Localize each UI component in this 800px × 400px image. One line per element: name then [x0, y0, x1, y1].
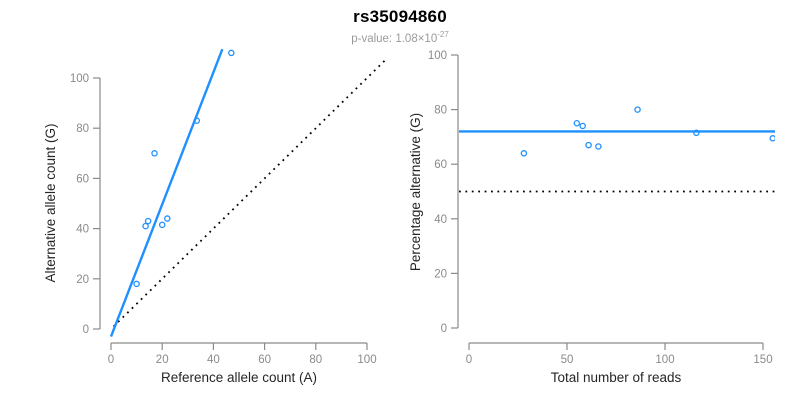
- reference-dotted-line: [112, 57, 389, 328]
- y-tick-label: 60: [434, 159, 447, 171]
- y-tick-label: 40: [76, 224, 89, 236]
- line-layer: [109, 48, 389, 337]
- data-point: [769, 135, 775, 142]
- y-tick-label: 0: [83, 324, 89, 336]
- data-point: [579, 122, 586, 130]
- x-tick-label: 0: [108, 354, 114, 366]
- x-tick-label: 20: [156, 354, 169, 366]
- data-point: [142, 222, 149, 230]
- data-point: [151, 150, 158, 157]
- data-point: [144, 217, 152, 225]
- y-tick-label: 100: [428, 50, 447, 62]
- data-point: [520, 150, 528, 157]
- y-tick-label: 0: [441, 323, 447, 335]
- point-layer: [133, 49, 235, 288]
- y-tick-label: 20: [76, 274, 89, 286]
- data-point: [228, 49, 235, 57]
- x-tick-label: 40: [207, 354, 220, 366]
- x-tick-label: 150: [753, 354, 772, 366]
- data-point: [193, 117, 201, 124]
- left-scatter-panel: 0 20 40 60 80 100 0 20 40 60 80 100 Reference allele…: [43, 48, 389, 385]
- y-tick-label: 40: [434, 214, 447, 226]
- y-axis-title: Percentage alternative (G): [408, 113, 423, 271]
- data-point: [634, 106, 641, 113]
- y-tick-label: 80: [434, 105, 447, 117]
- data-point: [573, 120, 581, 127]
- data-point: [693, 129, 700, 137]
- x-axis-title: Total number of reads: [551, 370, 682, 385]
- x-tick-label: 100: [357, 354, 376, 366]
- data-point: [595, 143, 602, 150]
- y-axis-title: Alternative allele count (G): [43, 123, 58, 282]
- line-layer: [459, 130, 775, 193]
- x-tick-label: 0: [466, 354, 472, 366]
- data-point: [585, 141, 592, 149]
- y-tick-label: 100: [70, 73, 89, 85]
- fit-line: [109, 48, 224, 337]
- x-tick-label: 80: [309, 354, 322, 366]
- right-scatter-panel: 0 50 100 150 0 20 40 60 80 100 Total number of rea…: [408, 50, 775, 385]
- x-axis-title: Reference allele count (A): [161, 370, 317, 385]
- x-tick-label: 60: [258, 354, 271, 366]
- data-point: [164, 215, 171, 222]
- data-point: [158, 221, 166, 229]
- y-tick-label: 80: [76, 123, 89, 135]
- x-tick-label: 50: [561, 354, 574, 366]
- point-layer: [520, 106, 775, 157]
- y-tick-label: 60: [76, 173, 89, 185]
- y-tick-label: 20: [434, 268, 447, 280]
- data-point: [133, 280, 140, 288]
- x-tick-label: 100: [655, 354, 674, 366]
